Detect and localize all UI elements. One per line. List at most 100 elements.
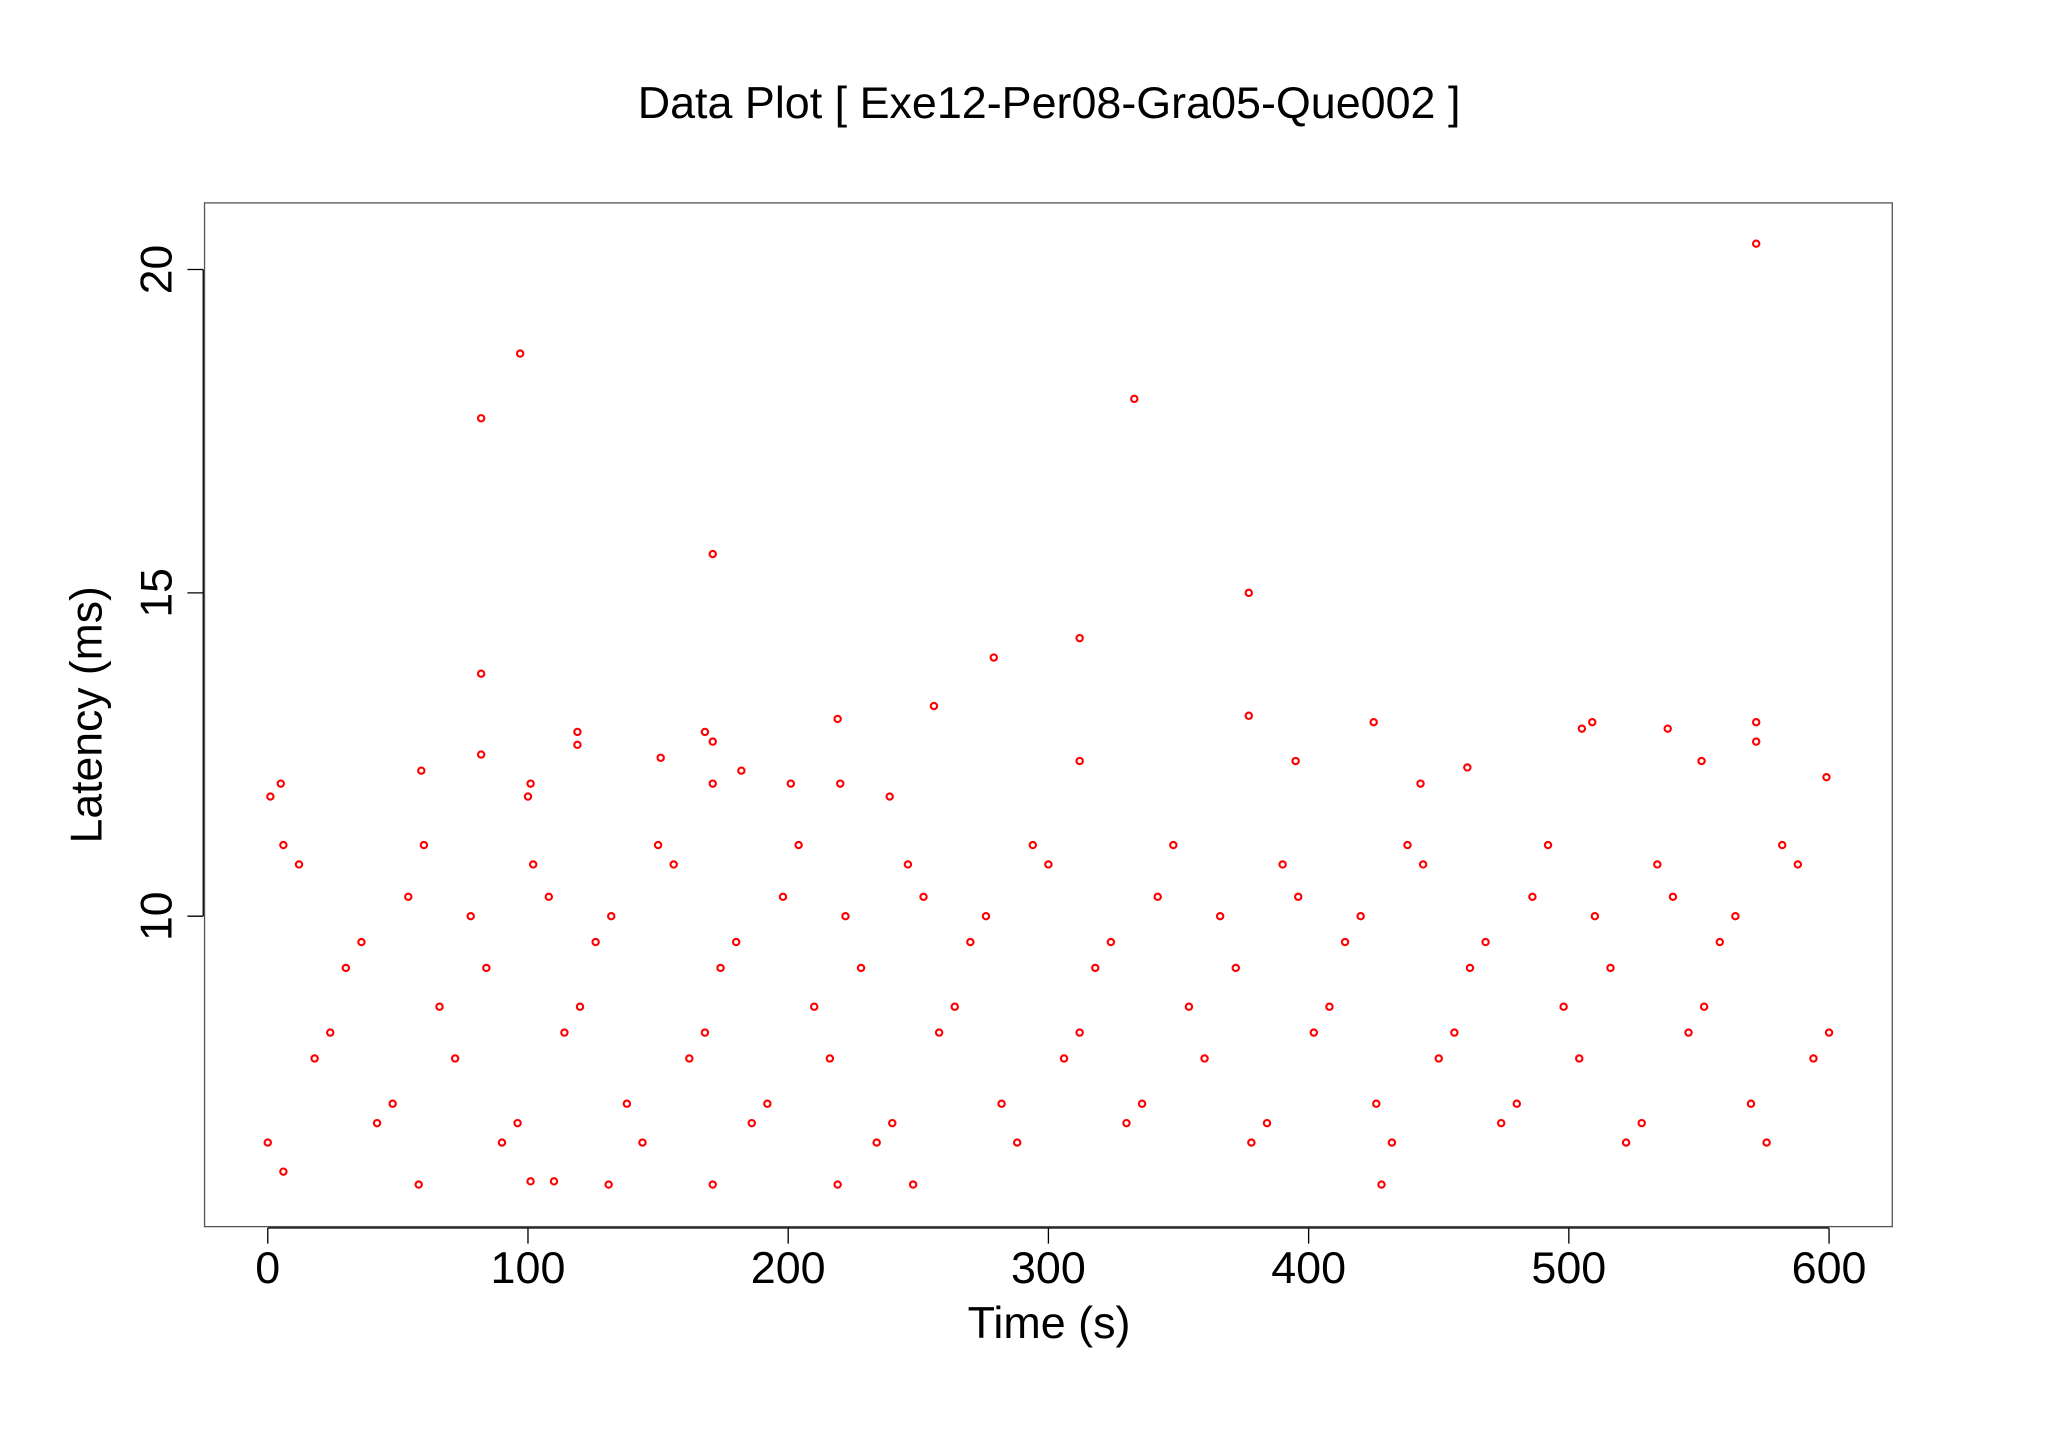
- point: [700, 1028, 710, 1037]
- y-tick-label: 20: [132, 245, 181, 295]
- x-tick-label: 600: [1792, 1244, 1867, 1293]
- point: [708, 737, 717, 746]
- point: [908, 1180, 918, 1189]
- point: [1244, 711, 1254, 720]
- point: [310, 1054, 319, 1063]
- point: [450, 1054, 460, 1063]
- point: [466, 912, 475, 921]
- point: [1309, 1028, 1319, 1037]
- point: [1621, 1138, 1631, 1147]
- point: [1075, 756, 1084, 766]
- point: [825, 1054, 835, 1063]
- point: [1684, 1028, 1693, 1037]
- point: [1777, 840, 1787, 850]
- point: [700, 727, 710, 737]
- point: [919, 892, 928, 901]
- point: [1668, 892, 1678, 901]
- point: [573, 727, 582, 737]
- point: [1075, 633, 1084, 643]
- point: [1699, 1002, 1709, 1011]
- point: [526, 779, 535, 788]
- point: [638, 1138, 647, 1147]
- point: [1822, 772, 1831, 782]
- point: [414, 1180, 423, 1189]
- point: [1372, 1099, 1381, 1108]
- point: [607, 912, 616, 921]
- point: [388, 1099, 397, 1108]
- point: [1496, 1118, 1506, 1128]
- point: [731, 937, 741, 947]
- point: [903, 860, 913, 869]
- point: [1653, 860, 1662, 869]
- point: [737, 766, 746, 775]
- point: [1130, 394, 1139, 404]
- point: [981, 912, 991, 921]
- point: [622, 1099, 632, 1108]
- point: [786, 779, 796, 788]
- point: [950, 1002, 959, 1011]
- point: [276, 779, 286, 788]
- point: [1715, 937, 1724, 947]
- point: [1543, 840, 1553, 850]
- point: [1416, 779, 1425, 788]
- point: [417, 766, 426, 775]
- point: [934, 1028, 944, 1037]
- point: [404, 892, 413, 901]
- point: [266, 792, 275, 801]
- point: [716, 963, 725, 973]
- point: [929, 701, 939, 711]
- point: [809, 1002, 819, 1011]
- point: [1200, 1054, 1209, 1063]
- point: [1215, 912, 1225, 921]
- point: [1746, 1099, 1756, 1108]
- point: [1793, 860, 1803, 869]
- point: [1247, 1138, 1256, 1147]
- point: [325, 1028, 335, 1037]
- x-tick-label: 100: [491, 1244, 566, 1293]
- point: [476, 669, 486, 678]
- point: [856, 963, 866, 973]
- point: [1512, 1099, 1522, 1108]
- point: [357, 937, 366, 947]
- point: [747, 1118, 756, 1128]
- point: [1059, 1054, 1069, 1063]
- point: [1403, 840, 1412, 850]
- point: [794, 840, 803, 850]
- x-tick-label: 500: [1531, 1244, 1606, 1293]
- point: [1697, 756, 1706, 766]
- point: [279, 1167, 288, 1176]
- point: [989, 653, 998, 662]
- point: [497, 1138, 507, 1147]
- point: [523, 792, 533, 801]
- point: [1418, 860, 1428, 869]
- point: [1590, 912, 1600, 921]
- point: [1122, 1118, 1131, 1128]
- point: [888, 1118, 897, 1128]
- point: [1028, 840, 1038, 850]
- point: [1091, 963, 1100, 973]
- point: [1044, 860, 1053, 869]
- point: [841, 912, 850, 921]
- point: [279, 840, 288, 850]
- point: [435, 1002, 444, 1011]
- point: [1244, 588, 1254, 598]
- point: [669, 860, 678, 869]
- point: [656, 753, 665, 762]
- point: [1137, 1099, 1147, 1108]
- point: [872, 1138, 881, 1147]
- point: [997, 1099, 1006, 1108]
- point: [1751, 718, 1761, 727]
- point: [1012, 1138, 1022, 1147]
- point: [1075, 1028, 1084, 1037]
- point: [526, 1177, 535, 1186]
- point: [1824, 1028, 1834, 1037]
- point: [1450, 1028, 1459, 1037]
- point: [294, 860, 304, 869]
- point: [833, 1180, 842, 1189]
- point: [604, 1180, 613, 1189]
- point: [1369, 718, 1378, 727]
- point: [836, 779, 845, 788]
